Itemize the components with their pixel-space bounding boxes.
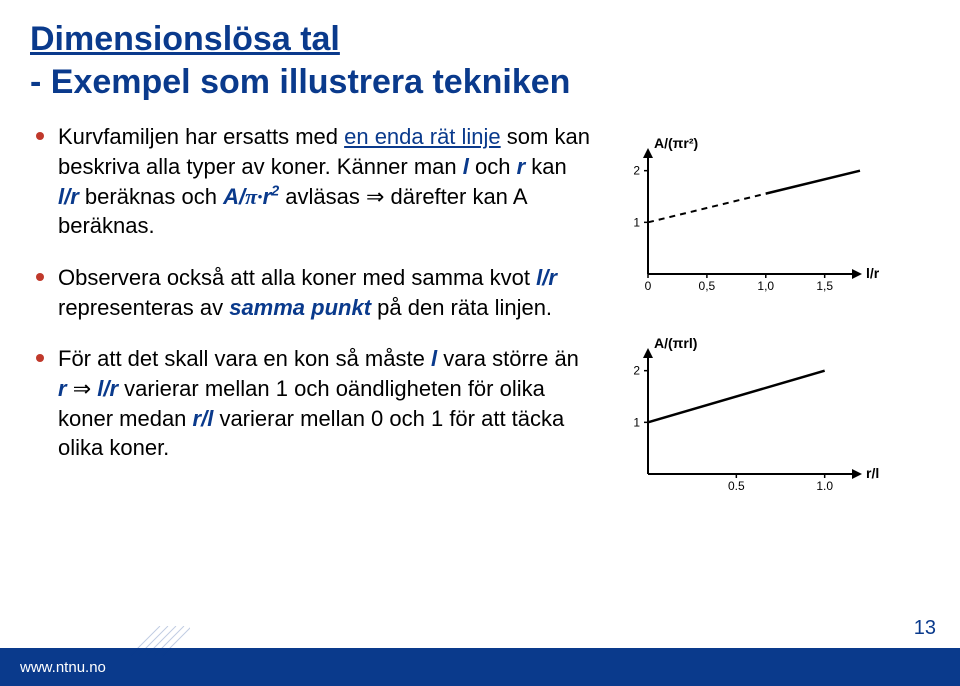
svg-text:0.5: 0.5 (728, 479, 745, 493)
text-emph: samma punkt (229, 295, 371, 320)
text: Kurvfamiljen har ersatts med (58, 124, 344, 149)
var-A: A/ (223, 184, 245, 209)
svg-text:l/r: l/r (866, 265, 880, 281)
chart-1: 1 2 0 0,5 1,0 1,5 A/(πr²) l/r (600, 132, 900, 302)
chart-2: 1 2 0.5 1.0 A/(πrl) r/l (600, 332, 900, 502)
svg-text:1.0: 1.0 (816, 479, 833, 493)
arrow-icon: ⇒ (73, 376, 91, 401)
page-title: Dimensionslösa tal (30, 20, 930, 59)
svg-text:0,5: 0,5 (699, 279, 716, 293)
var-r: r (58, 376, 67, 401)
var-r2a: r (263, 184, 272, 209)
text: Observera också att alla koner med samma… (58, 265, 536, 290)
svg-text:1: 1 (633, 416, 640, 430)
text: på den räta linjen. (371, 295, 552, 320)
text: och (469, 154, 517, 179)
bullet-2: Observera också att alla koner med samma… (30, 263, 590, 322)
page-subtitle: - Exempel som illustrera tekniken (30, 63, 930, 102)
text: kan (525, 154, 567, 179)
var-rl: r/l (193, 406, 214, 431)
svg-text:A/(πr²): A/(πr²) (654, 135, 698, 151)
var-r: r (517, 154, 526, 179)
text: representeras av (58, 295, 229, 320)
arrow-icon: ⇒ (366, 184, 384, 209)
var-pi: π· (245, 184, 263, 209)
var-lr: l/r (536, 265, 557, 290)
slide: Dimensionslösa tal - Exempel som illustr… (0, 0, 960, 686)
svg-text:0: 0 (645, 279, 652, 293)
svg-text:A/(πrl): A/(πrl) (654, 335, 697, 351)
svg-text:1: 1 (633, 216, 640, 230)
bullet-1: Kurvfamiljen har ersatts med en enda rät… (30, 122, 590, 241)
var-r2b: 2 (271, 183, 279, 199)
svg-text:2: 2 (633, 164, 640, 178)
text: vara större än (437, 346, 579, 371)
chart-1-svg: 1 2 0 0,5 1,0 1,5 A/(πr²) l/r (600, 132, 900, 302)
bullet-list: Kurvfamiljen har ersatts med en enda rät… (30, 122, 600, 485)
text-emph: en enda rät linje (344, 124, 501, 149)
footer-texture-icon (130, 626, 190, 656)
svg-text:2: 2 (633, 364, 640, 378)
text: beräknas och (79, 184, 223, 209)
svg-text:r/l: r/l (866, 465, 879, 481)
content-row: Kurvfamiljen har ersatts med en enda rät… (30, 122, 930, 502)
bullet-3: För att det skall vara en kon så måste l… (30, 344, 590, 463)
var-lr: l/r (58, 184, 79, 209)
footer-url: www.ntnu.no (20, 659, 106, 676)
svg-text:1,5: 1,5 (816, 279, 833, 293)
charts-column: 1 2 0 0,5 1,0 1,5 A/(πr²) l/r 1 2 0.5 1.0 A/(πrl) r/… (600, 122, 920, 502)
text: För att det skall vara en kon så måste (58, 346, 431, 371)
page-number: 13 (914, 617, 936, 640)
svg-text:1,0: 1,0 (757, 279, 774, 293)
text: avläsas (279, 184, 366, 209)
chart-2-svg: 1 2 0.5 1.0 A/(πrl) r/l (600, 332, 900, 502)
var-lr: l/r (97, 376, 118, 401)
